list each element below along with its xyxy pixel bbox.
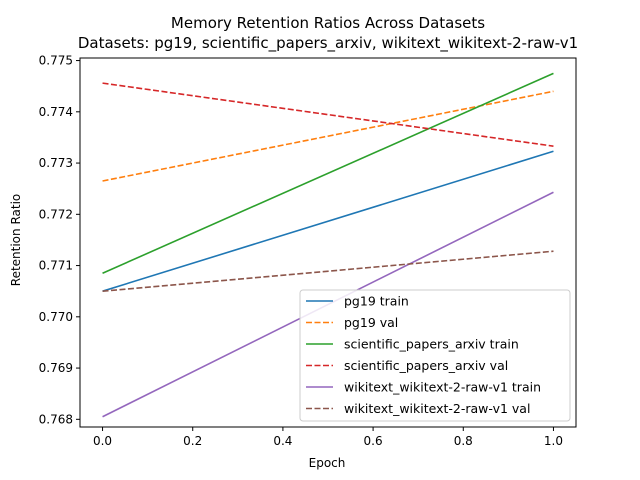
legend-label: pg19 val <box>344 315 398 330</box>
x-tick-label: 1.0 <box>544 434 563 448</box>
series-line-5 <box>102 250 554 292</box>
y-tick-label: 0.768 <box>39 412 73 426</box>
legend-label: wikitext_wikitext-2-raw-v1 val <box>344 401 530 416</box>
chart-title: Memory Retention Ratios Across Datasets <box>171 14 485 32</box>
legend-label: scientific_papers_arxiv val <box>344 358 508 373</box>
legend-label: wikitext_wikitext-2-raw-v1 train <box>344 380 541 395</box>
y-axis-ticks: 0.768 0.769 0.770 0.771 0.772 0.773 0.774 0.775 <box>39 54 80 426</box>
x-axis-ticks: 0.0 0.2 0.4 0.6 0.8 1.0 <box>93 427 563 448</box>
chart-subtitle: Datasets: pg19, scientific_papers_arxiv,… <box>78 34 578 53</box>
x-tick-label: 0.4 <box>273 434 292 448</box>
plot-frame <box>79 57 577 428</box>
legend-label: pg19 train <box>344 294 409 309</box>
y-tick-label: 0.774 <box>39 105 73 119</box>
y-axis-label: Retention Ratio <box>9 194 23 286</box>
y-tick-label: 0.772 <box>39 207 73 221</box>
legend-box <box>299 289 571 422</box>
x-tick-label: 0.6 <box>364 434 383 448</box>
series-lines <box>102 72 554 418</box>
y-tick-label: 0.769 <box>39 361 73 375</box>
series-line-2 <box>102 72 554 274</box>
plot-area <box>79 57 577 428</box>
series-line-3 <box>102 82 554 147</box>
legend: pg19 train pg19 val scientific_papers_arxi… <box>299 289 571 422</box>
x-tick-label: 0.8 <box>454 434 473 448</box>
series-line-0 <box>102 150 554 292</box>
legend-label: scientific_papers_arxiv train <box>344 337 519 352</box>
y-tick-label: 0.775 <box>39 54 73 68</box>
y-tick-label: 0.771 <box>39 259 73 273</box>
x-tick-label: 0.0 <box>93 434 112 448</box>
y-tick-label: 0.770 <box>39 310 73 324</box>
x-axis-label: Epoch <box>309 456 346 470</box>
y-tick-label: 0.773 <box>39 156 73 170</box>
x-tick-label: 0.2 <box>183 434 202 448</box>
